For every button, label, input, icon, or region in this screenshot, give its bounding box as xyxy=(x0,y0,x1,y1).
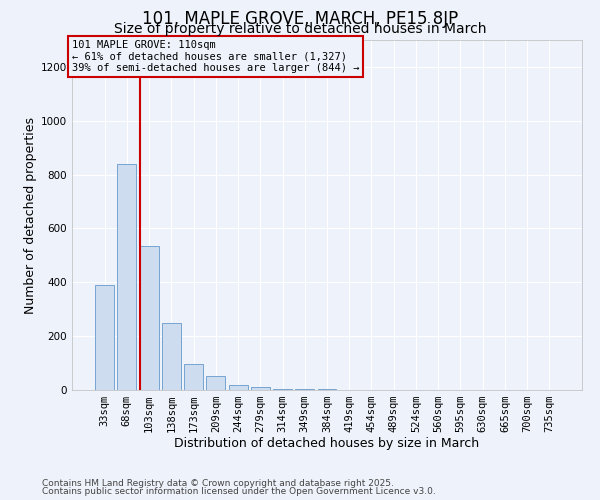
X-axis label: Distribution of detached houses by size in March: Distribution of detached houses by size … xyxy=(175,436,479,450)
Text: 101 MAPLE GROVE: 110sqm
← 61% of detached houses are smaller (1,327)
39% of semi: 101 MAPLE GROVE: 110sqm ← 61% of detache… xyxy=(72,40,359,73)
Bar xyxy=(162,323,181,390)
Bar xyxy=(251,387,270,390)
Bar xyxy=(95,285,114,390)
Y-axis label: Number of detached properties: Number of detached properties xyxy=(24,116,37,314)
Bar xyxy=(140,246,158,390)
Text: Contains HM Land Registry data © Crown copyright and database right 2025.: Contains HM Land Registry data © Crown c… xyxy=(42,478,394,488)
Bar xyxy=(229,384,248,390)
Text: Size of property relative to detached houses in March: Size of property relative to detached ho… xyxy=(114,22,486,36)
Bar xyxy=(206,376,225,390)
Text: Contains public sector information licensed under the Open Government Licence v3: Contains public sector information licen… xyxy=(42,487,436,496)
Bar xyxy=(273,388,292,390)
Bar xyxy=(184,364,203,390)
Bar xyxy=(118,164,136,390)
Text: 101, MAPLE GROVE, MARCH, PE15 8JP: 101, MAPLE GROVE, MARCH, PE15 8JP xyxy=(142,10,458,28)
